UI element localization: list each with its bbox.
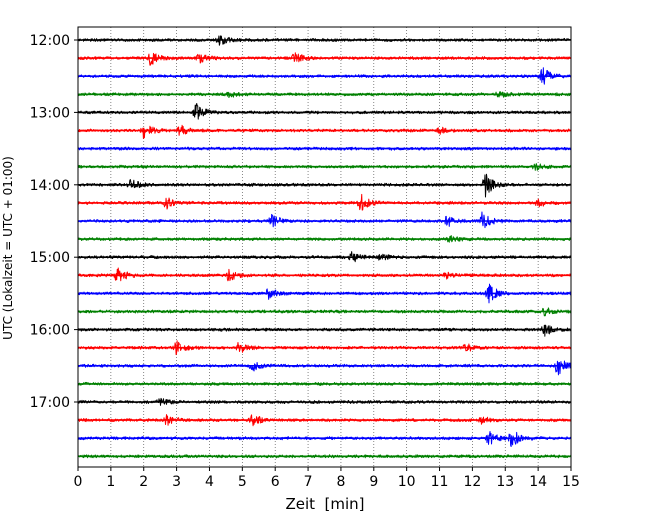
- x-tick-label-15: 15: [562, 474, 580, 490]
- x-tick-label-8: 8: [336, 474, 345, 490]
- trace-1515: [77, 267, 572, 282]
- seismogram-traces: [77, 35, 572, 459]
- trace-1600: [77, 324, 572, 337]
- y-axis-ticks: 12:00 13:00 14:00 15:00 16:00 17:00: [30, 33, 78, 411]
- trace-1300: [77, 102, 572, 120]
- y-axis-label: UTC (Lokalzeit = UTC + 01:00): [1, 156, 15, 340]
- trace-1630: [77, 360, 572, 376]
- trace-1400: [77, 173, 572, 198]
- plot-frame: [77, 26, 572, 468]
- x-tick-label-14: 14: [529, 474, 547, 490]
- trace-1315: [77, 124, 572, 139]
- x-tick-label-7: 7: [304, 474, 313, 490]
- trace-1730: [77, 431, 572, 448]
- trace-1215: [77, 52, 572, 66]
- x-tick-label-11: 11: [431, 474, 449, 490]
- x-tick-label-3: 3: [172, 474, 181, 490]
- x-tick-label-0: 0: [74, 474, 83, 490]
- x-tick-label-12: 12: [463, 474, 481, 490]
- x-tick-label-10: 10: [398, 474, 416, 490]
- trace-1430: [77, 211, 572, 229]
- vertical-grid: [110, 27, 539, 467]
- x-tick-label-9: 9: [369, 474, 378, 490]
- x-tick-label-1: 1: [106, 474, 115, 490]
- x-axis-label: Zeit [min]: [285, 495, 364, 513]
- y-tick-label-0: 12:00: [30, 33, 70, 49]
- y-tick-label-2: 14:00: [30, 178, 70, 194]
- x-tick-label-13: 13: [496, 474, 514, 490]
- y-tick-label-1: 13:00: [30, 105, 70, 121]
- x-tick-label-6: 6: [271, 474, 280, 490]
- x-tick-label-4: 4: [205, 474, 214, 490]
- x-axis-ticks: 0 1 2 3 4 5 6 7 8 9 10 11 12 13 14 15: [74, 467, 580, 490]
- x-tick-label-2: 2: [139, 474, 148, 490]
- y-tick-label-5: 17:00: [30, 395, 70, 411]
- y-tick-label-3: 15:00: [30, 250, 70, 266]
- x-tick-label-5: 5: [238, 474, 247, 490]
- y-tick-label-4: 16:00: [30, 323, 70, 339]
